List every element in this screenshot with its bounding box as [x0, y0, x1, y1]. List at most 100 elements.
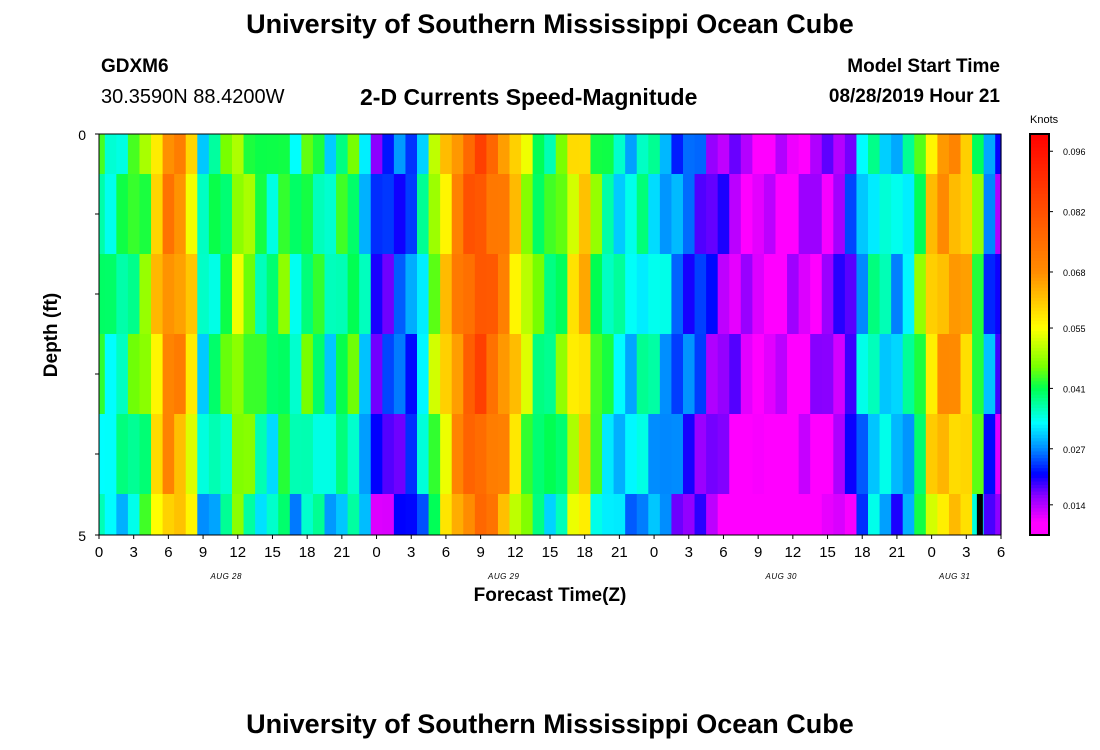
heatmap-cell	[763, 134, 777, 174]
heatmap-cell	[844, 494, 858, 535]
heatmap-cell	[775, 254, 788, 334]
heatmap-cell	[775, 334, 788, 414]
heatmap-cell	[682, 334, 696, 414]
colorbar-title: Knots	[1030, 114, 1059, 126]
colorbar-segment	[1030, 418, 1049, 422]
heatmap-cell	[99, 134, 106, 174]
colorbar-segment	[1030, 264, 1049, 269]
heatmap-cell	[856, 134, 869, 174]
heatmap-cell	[752, 254, 765, 334]
heatmap-cell	[451, 174, 464, 254]
heatmap-cell	[174, 414, 187, 494]
colorbar-segment	[1030, 317, 1049, 322]
heatmap-cell	[694, 334, 707, 414]
heatmap-cell	[648, 414, 661, 494]
heatmap-cell	[509, 254, 522, 334]
x-tick-label: 0	[927, 544, 935, 561]
heatmap-cell	[682, 414, 696, 494]
colorbar-segment	[1030, 504, 1049, 509]
heatmap-cell	[382, 134, 395, 174]
main-title: University of Southern Mississippi Ocean…	[246, 9, 854, 39]
heatmap-cell	[231, 494, 245, 535]
heatmap-cell	[405, 134, 418, 174]
colorbar-segment	[1030, 471, 1049, 476]
heatmap-cell	[312, 174, 326, 254]
colorbar-segment	[1030, 357, 1049, 362]
heatmap-cell	[312, 334, 326, 414]
heatmap-cell	[486, 414, 499, 494]
colorbar-segment	[1030, 291, 1049, 295]
colorbar-segment	[1030, 367, 1049, 372]
heatmap-cell	[393, 254, 407, 334]
heatmap-cell	[474, 174, 487, 254]
colorbar-tick-label: 0.027	[1063, 445, 1086, 455]
heatmap-cell	[787, 254, 800, 334]
x-tick-label: 6	[719, 544, 727, 561]
heatmap-cell	[902, 254, 915, 334]
heatmap-cell	[925, 254, 938, 334]
heatmap-cell	[948, 134, 962, 174]
heatmap-cell	[868, 174, 881, 254]
colorbar-segment	[1030, 508, 1049, 513]
heatmap-cell	[208, 334, 222, 414]
heatmap-cell	[995, 414, 1002, 494]
heatmap-cell	[497, 334, 511, 414]
colorbar-segment	[1030, 387, 1049, 392]
heatmap-cell	[127, 334, 141, 414]
heatmap-cell	[763, 494, 777, 535]
heatmap-cell	[914, 134, 927, 174]
heatmap-cell	[694, 254, 707, 334]
colorbar-segment	[1030, 441, 1049, 446]
heatmap-cell	[278, 254, 291, 334]
heatmap-cell	[509, 174, 522, 254]
heatmap-cell	[983, 334, 996, 414]
colorbar-segment	[1030, 484, 1049, 489]
colorbar-segment	[1030, 361, 1049, 366]
heatmap-cell	[729, 174, 742, 254]
heatmap-cell	[844, 334, 858, 414]
colorbar-segment	[1030, 287, 1049, 292]
heatmap-cell	[474, 494, 487, 535]
heatmap-cell	[729, 254, 742, 334]
colorbar-segment	[1030, 214, 1049, 219]
heatmap-cell	[763, 174, 777, 254]
heatmap-cell	[451, 494, 464, 535]
heatmap-cell	[197, 174, 210, 254]
heatmap-cell	[255, 134, 268, 174]
heatmap-cell	[602, 134, 615, 174]
heatmap-cell	[740, 494, 753, 535]
colorbar-segment	[1030, 311, 1049, 316]
heatmap-cell	[116, 174, 129, 254]
heatmap-cell	[208, 494, 222, 535]
heatmap-cell	[393, 334, 407, 414]
heatmap-cell	[359, 174, 372, 254]
heatmap-cell	[532, 134, 545, 174]
heatmap-cell	[972, 414, 985, 494]
heatmap-cell	[359, 134, 372, 174]
heatmap-cell	[451, 414, 464, 494]
heatmap-cell	[127, 494, 141, 535]
colorbar-segment	[1030, 294, 1049, 299]
heatmap-cell	[682, 134, 696, 174]
heatmap-cell	[775, 494, 788, 535]
heatmap-cell	[995, 254, 1002, 334]
heatmap-cell	[370, 174, 383, 254]
heatmap-cell	[324, 174, 337, 254]
colorbar-segment	[1030, 374, 1049, 379]
heatmap-cell	[231, 134, 245, 174]
heatmap-cell	[116, 414, 129, 494]
heatmap-cell	[336, 494, 349, 535]
colorbar-segment	[1030, 267, 1049, 272]
colorbar-segment	[1030, 404, 1049, 409]
heatmap-cell	[463, 174, 476, 254]
colorbar-segment	[1030, 230, 1049, 235]
colorbar-tick-label: 0.041	[1063, 384, 1086, 394]
heatmap-cell	[486, 174, 499, 254]
colorbar-segment	[1030, 184, 1049, 189]
heatmap-cell	[844, 134, 858, 174]
heatmap-cell	[509, 414, 522, 494]
heatmap-cell	[463, 414, 476, 494]
heatmap-cell	[544, 174, 557, 254]
heatmap-cell	[671, 254, 684, 334]
